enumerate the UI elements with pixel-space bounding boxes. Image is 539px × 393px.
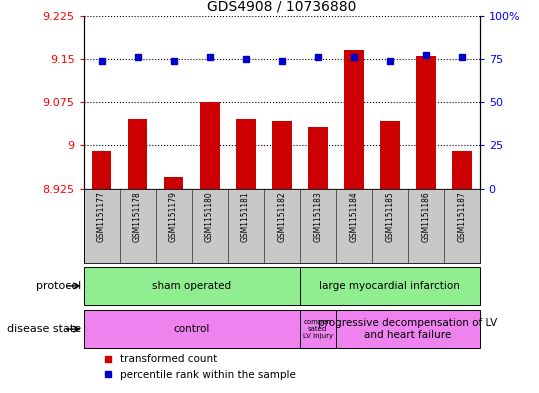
Text: GSM1151181: GSM1151181 <box>241 191 250 242</box>
Text: large myocardial infarction: large myocardial infarction <box>319 281 460 291</box>
Bar <box>308 127 328 189</box>
Text: GSM1151187: GSM1151187 <box>457 191 466 242</box>
Bar <box>416 56 436 189</box>
Bar <box>128 119 148 189</box>
Bar <box>344 50 364 189</box>
Text: GSM1151186: GSM1151186 <box>421 191 430 242</box>
Bar <box>300 267 480 305</box>
Bar <box>452 151 472 189</box>
Bar <box>164 177 183 189</box>
Text: compen
sated
LV injury: compen sated LV injury <box>302 319 333 339</box>
Bar <box>336 310 480 348</box>
Text: GSM1151185: GSM1151185 <box>385 191 394 242</box>
Text: protocol: protocol <box>36 281 81 291</box>
Text: GSM1151183: GSM1151183 <box>313 191 322 242</box>
Text: disease state: disease state <box>6 324 81 334</box>
Bar <box>84 310 300 348</box>
Text: GSM1151180: GSM1151180 <box>205 191 214 242</box>
Text: sham operated: sham operated <box>152 281 231 291</box>
Text: control: control <box>174 324 210 334</box>
Text: GSM1151178: GSM1151178 <box>133 191 142 242</box>
Text: GSM1151179: GSM1151179 <box>169 191 178 242</box>
Bar <box>84 267 300 305</box>
Text: GSM1151177: GSM1151177 <box>97 191 106 242</box>
Bar <box>272 121 292 189</box>
Bar <box>92 151 112 189</box>
Text: GSM1151184: GSM1151184 <box>349 191 358 242</box>
Bar <box>236 119 255 189</box>
Text: progressive decompensation of LV
and heart failure: progressive decompensation of LV and hea… <box>318 318 497 340</box>
Bar <box>199 102 219 189</box>
Bar <box>300 310 336 348</box>
Text: GSM1151182: GSM1151182 <box>277 191 286 242</box>
Title: GDS4908 / 10736880: GDS4908 / 10736880 <box>207 0 356 13</box>
Legend: transformed count, percentile rank within the sample: transformed count, percentile rank withi… <box>100 350 300 384</box>
Bar <box>380 121 399 189</box>
